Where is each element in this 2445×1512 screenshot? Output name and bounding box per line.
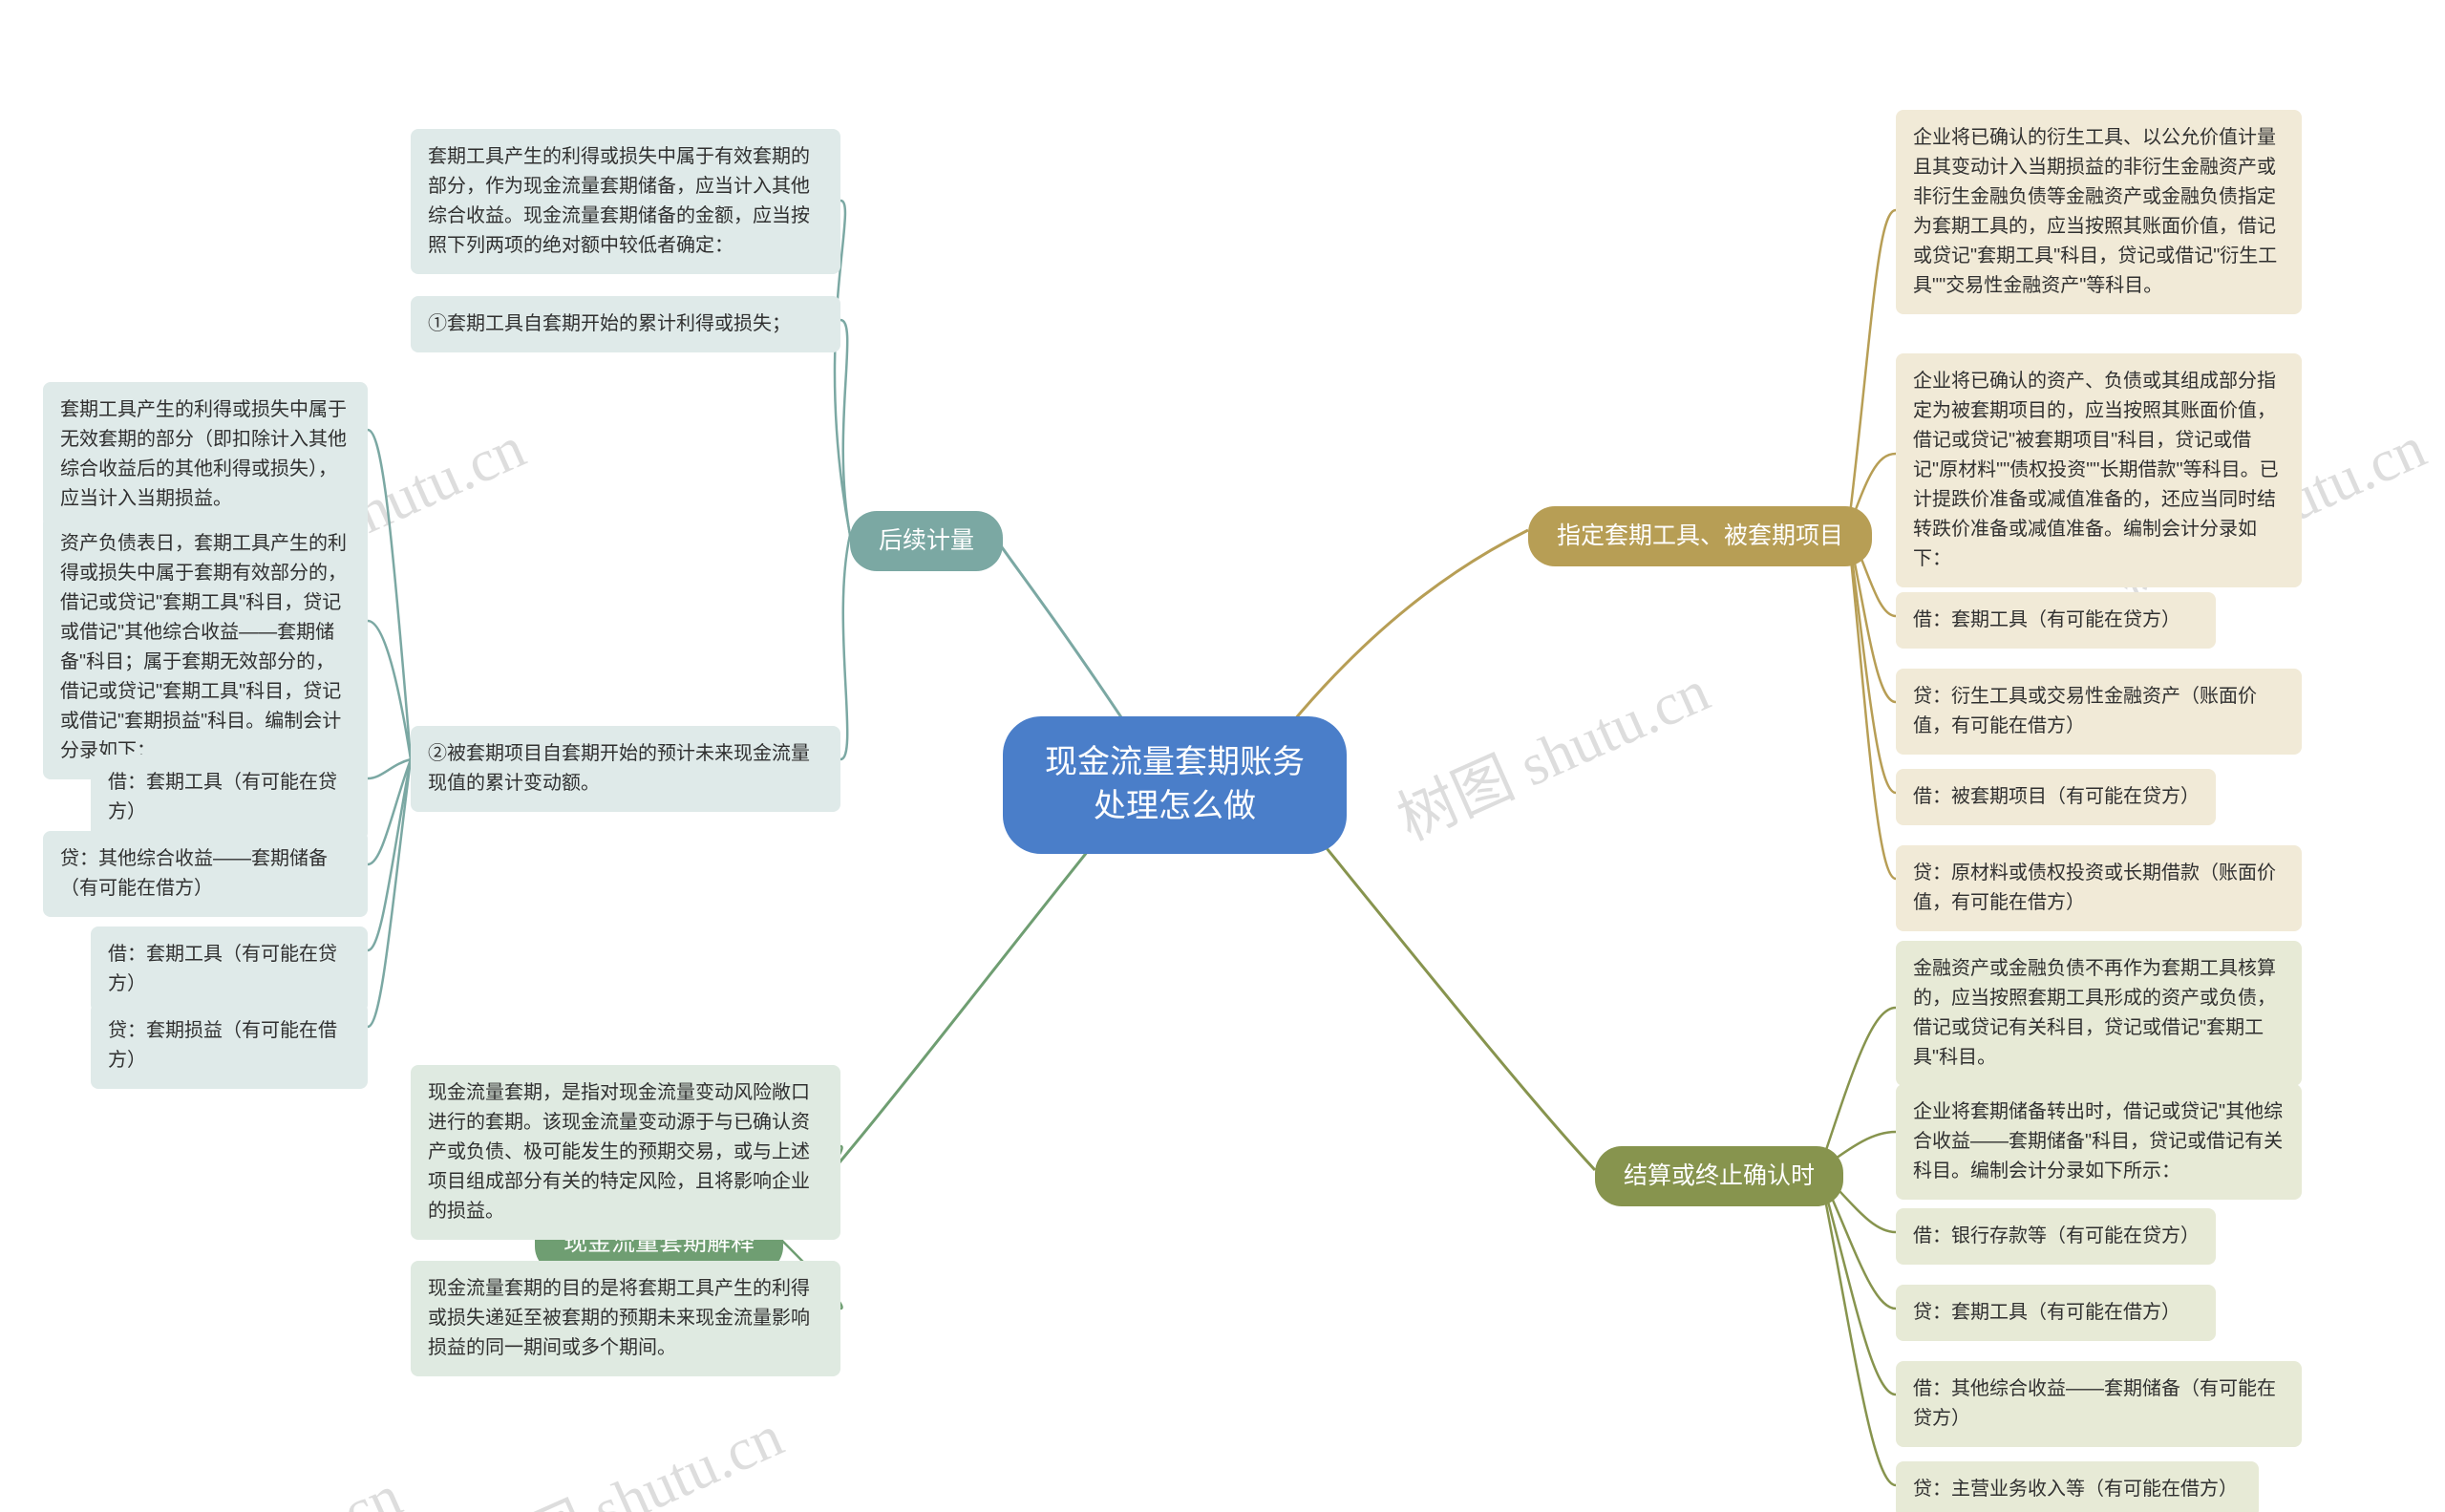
branch-结算或终止确认时[interactable]: 结算或终止确认时 xyxy=(1595,1146,1843,1206)
center-topic[interactable]: 现金流量套期账务处理怎么做 xyxy=(1003,716,1347,854)
leaf[interactable]: 贷：衍生工具或交易性金融资产（账面价值，有可能在借方） xyxy=(1896,669,2302,755)
leaf[interactable]: 资产负债表日，套期工具产生的利得或损失中属于套期有效部分的，借记或贷记"套期工具… xyxy=(43,516,368,779)
leaf[interactable]: 贷：套期损益（有可能在借方） xyxy=(91,1003,368,1089)
watermark: 树图 shutu.cn xyxy=(456,1388,794,1512)
leaf[interactable]: 贷：主营业务收入等（有可能在借方） xyxy=(1896,1461,2259,1512)
leaf[interactable]: 贷：原材料或债权投资或长期借款（账面价值，有可能在借方） xyxy=(1896,845,2302,931)
branch-后续计量[interactable]: 后续计量 xyxy=(850,511,1003,571)
mindmap-canvas: 树图 shutu.cn 树图 shutu.cn 树图 shutu.cn 树图 s… xyxy=(0,0,2445,1512)
leaf[interactable]: 借：其他综合收益——套期储备（有可能在贷方） xyxy=(1896,1361,2302,1447)
leaf[interactable]: ①套期工具自套期开始的累计利得或损失； xyxy=(411,296,840,352)
leaf[interactable]: 借：套期工具（有可能在贷方） xyxy=(91,926,368,1012)
leaf[interactable]: 借：银行存款等（有可能在贷方） xyxy=(1896,1208,2216,1265)
leaf[interactable]: 现金流量套期，是指对现金流量变动风险敞口进行的套期。该现金流量变动源于与已确认资… xyxy=(411,1065,840,1240)
leaf[interactable]: 企业将已确认的衍生工具、以公允价值计量且其变动计入当期损益的非衍生金融资产或非衍… xyxy=(1896,110,2302,314)
leaf[interactable]: 借：被套期项目（有可能在贷方） xyxy=(1896,769,2216,825)
leaf[interactable]: 企业将已确认的资产、负债或其组成部分指定为被套期项目的，应当按照其账面价值，借记… xyxy=(1896,353,2302,587)
leaf[interactable]: ②被套期项目自套期开始的预计未来现金流量现值的累计变动额。 xyxy=(411,726,840,812)
leaf[interactable]: 现金流量套期的目的是将套期工具产生的利得或损失递延至被套期的预期未来现金流量影响… xyxy=(411,1261,840,1376)
leaf[interactable]: 贷：其他综合收益——套期储备（有可能在借方） xyxy=(43,831,368,917)
leaf[interactable]: 金融资产或金融负债不再作为套期工具核算的，应当按照套期工具形成的资产或负债，借记… xyxy=(1896,941,2302,1086)
leaf[interactable]: 借：套期工具（有可能在贷方） xyxy=(1896,592,2216,649)
leaf[interactable]: 借：套期工具（有可能在贷方） xyxy=(91,755,368,841)
leaf[interactable]: 套期工具产生的利得或损失中属于有效套期的部分，作为现金流量套期储备，应当计入其他… xyxy=(411,129,840,274)
branch-指定套期工具[interactable]: 指定套期工具、被套期项目 xyxy=(1528,506,1872,566)
leaf[interactable]: 贷：套期工具（有可能在借方） xyxy=(1896,1285,2216,1341)
leaf[interactable]: 套期工具产生的利得或损失中属于无效套期的部分（即扣除计入其他综合收益后的其他利得… xyxy=(43,382,368,527)
watermark: 树图 shutu.cn xyxy=(1382,643,1720,857)
leaf[interactable]: 企业将套期储备转出时，借记或贷记"其他综合收益——套期储备"科目，贷记或借记有关… xyxy=(1896,1084,2302,1200)
watermark: 图 shutu.cn xyxy=(128,1448,413,1512)
